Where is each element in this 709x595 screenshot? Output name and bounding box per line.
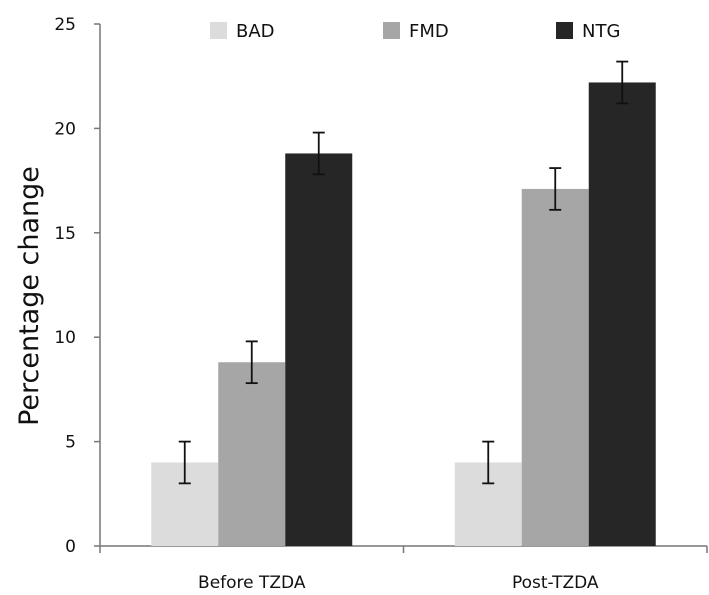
legend-label-ntg: NTG [582,21,620,42]
y-tick-label: 0 [65,537,76,557]
legend-label-bad: BAD [236,21,275,42]
y-tick-label: 15 [54,224,76,244]
legend-swatch-bad [210,22,227,39]
legend: BAD FMD NTG [210,21,620,42]
bar-ntg-1 [588,82,656,547]
y-axis-title: Percentage change [14,166,45,426]
x-category-label: Before TZDA [198,573,306,593]
x-category-label: Post-TZDA [512,573,599,593]
y-tick-label: 10 [54,328,76,348]
bars [151,82,656,547]
tick-labels: 0 5 10 15 20 25 Before TZDA Post-TZDA [54,15,599,593]
legend-swatch-ntg [556,22,573,39]
bar-fmd-0 [218,362,286,546]
y-tick-label: 25 [54,15,76,35]
y-tick-label: 5 [65,433,76,453]
legend-label-fmd: FMD [409,21,449,42]
legend-swatch-fmd [383,22,400,39]
bar-ntg-0 [285,153,353,546]
bar-fmd-1 [521,188,589,546]
y-tick-label: 20 [54,119,76,139]
error-bars [178,60,629,485]
